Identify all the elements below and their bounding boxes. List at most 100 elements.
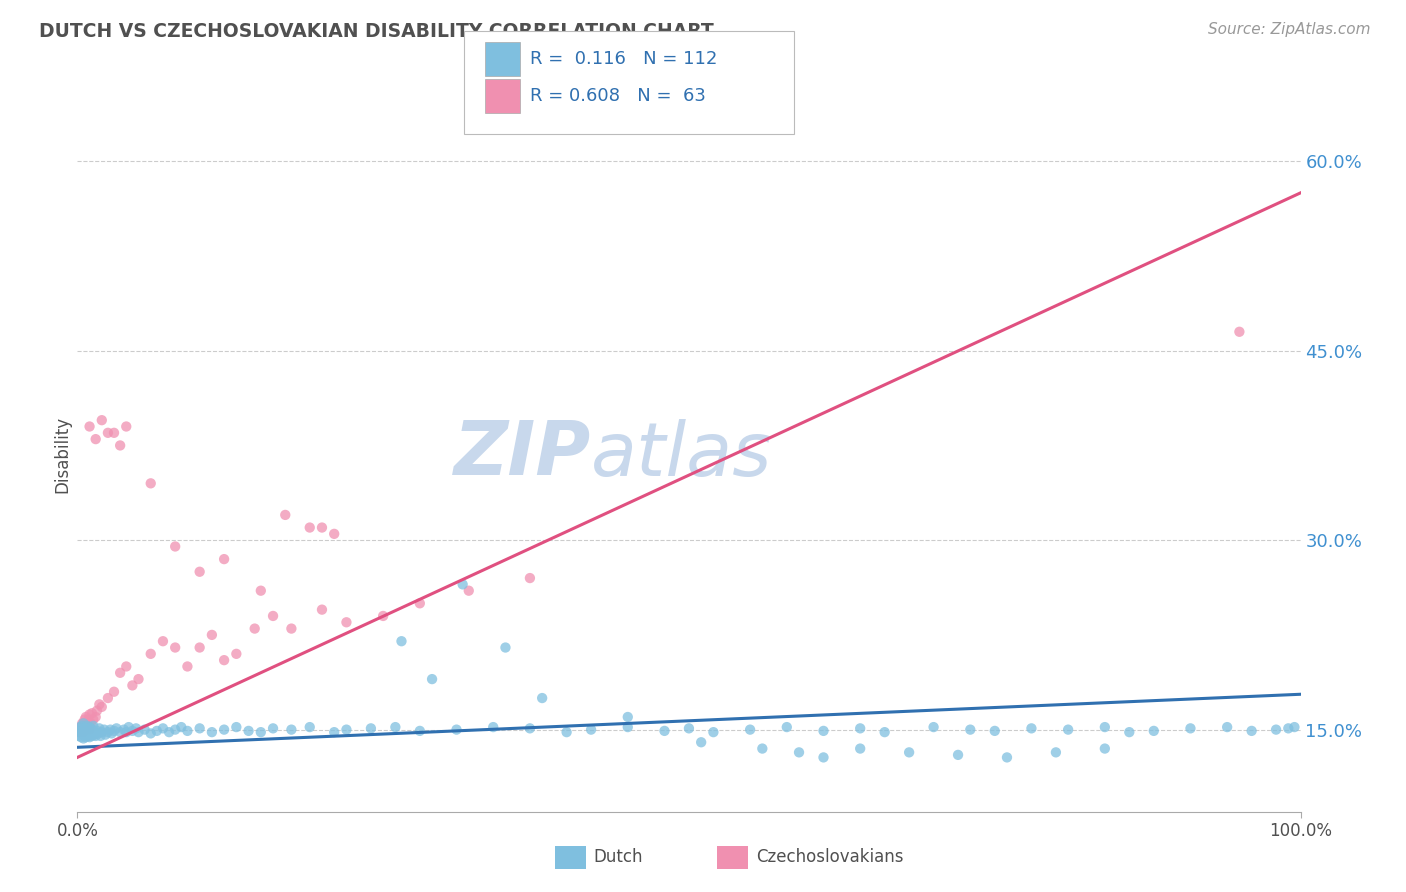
Point xyxy=(201,628,224,642)
Point xyxy=(112,723,135,737)
Point xyxy=(262,722,284,736)
Point xyxy=(446,723,468,737)
Point xyxy=(420,672,443,686)
Text: ZIP: ZIP xyxy=(454,418,591,491)
Point xyxy=(335,615,357,630)
Point xyxy=(165,640,187,655)
Point xyxy=(86,723,108,738)
Point xyxy=(152,722,174,736)
Point xyxy=(128,672,150,686)
Point xyxy=(212,723,235,737)
Point xyxy=(97,725,120,739)
Point xyxy=(108,665,131,680)
Point xyxy=(89,722,111,736)
Point xyxy=(482,720,505,734)
Point xyxy=(959,723,981,737)
Point xyxy=(76,719,98,733)
Point xyxy=(115,419,138,434)
Point xyxy=(79,707,101,722)
Point xyxy=(139,726,162,740)
Point xyxy=(94,728,117,742)
Point xyxy=(146,723,169,738)
Text: Dutch: Dutch xyxy=(593,848,643,866)
Point xyxy=(73,713,96,727)
Point xyxy=(97,425,120,440)
Point xyxy=(97,691,120,706)
Point xyxy=(262,609,284,624)
Point xyxy=(617,710,640,724)
Point xyxy=(72,731,94,746)
Point xyxy=(1118,725,1140,739)
Point xyxy=(108,725,131,739)
Point xyxy=(115,725,138,739)
Point xyxy=(86,704,108,718)
Point xyxy=(212,552,235,566)
Point xyxy=(84,729,107,743)
Point xyxy=(250,725,273,739)
Point xyxy=(225,720,247,734)
Text: atlas: atlas xyxy=(591,419,772,491)
Point xyxy=(103,684,125,698)
Point xyxy=(1180,722,1202,736)
Point xyxy=(77,729,100,743)
Point xyxy=(103,723,125,738)
Point xyxy=(98,723,121,737)
Point xyxy=(115,659,138,673)
Point xyxy=(128,725,150,739)
Point xyxy=(555,725,578,739)
Point xyxy=(75,720,97,734)
Point xyxy=(1240,723,1263,738)
Point xyxy=(157,725,180,739)
Point xyxy=(80,706,103,721)
Point xyxy=(70,723,93,737)
Point xyxy=(134,723,156,737)
Point xyxy=(225,647,247,661)
Point xyxy=(82,719,104,733)
Point xyxy=(654,723,676,738)
Point xyxy=(170,720,193,734)
Point xyxy=(152,634,174,648)
Point xyxy=(70,730,93,744)
Point xyxy=(93,723,115,737)
Point xyxy=(922,720,945,734)
Point xyxy=(1277,722,1299,736)
Point xyxy=(1057,723,1080,737)
Point xyxy=(311,602,333,616)
Point xyxy=(1265,723,1288,737)
Point xyxy=(1021,722,1043,736)
Point xyxy=(139,647,162,661)
Point xyxy=(457,583,479,598)
Point xyxy=(409,723,432,738)
Point xyxy=(82,713,104,727)
Point xyxy=(371,609,394,624)
Point xyxy=(80,722,103,736)
Point xyxy=(1229,325,1251,339)
Point xyxy=(121,678,143,692)
Point xyxy=(298,520,321,534)
Point xyxy=(995,750,1018,764)
Point xyxy=(243,622,266,636)
Point xyxy=(323,725,346,739)
Point xyxy=(1094,720,1116,734)
Point xyxy=(100,726,122,740)
Text: Source: ZipAtlas.com: Source: ZipAtlas.com xyxy=(1208,22,1371,37)
Point xyxy=(702,725,724,739)
Point xyxy=(813,750,835,764)
Point xyxy=(77,723,100,738)
Point xyxy=(69,725,91,739)
Point xyxy=(274,508,297,522)
Point xyxy=(67,725,90,739)
Point xyxy=(84,710,107,724)
Point xyxy=(946,747,969,762)
Point xyxy=(79,720,101,734)
Point xyxy=(873,725,896,739)
Point xyxy=(72,716,94,731)
Point xyxy=(1216,720,1239,734)
Point xyxy=(280,622,302,636)
Point xyxy=(79,723,101,737)
Point xyxy=(105,722,128,736)
Point xyxy=(76,726,98,740)
Point xyxy=(311,520,333,534)
Point xyxy=(103,425,125,440)
Point xyxy=(298,720,321,734)
